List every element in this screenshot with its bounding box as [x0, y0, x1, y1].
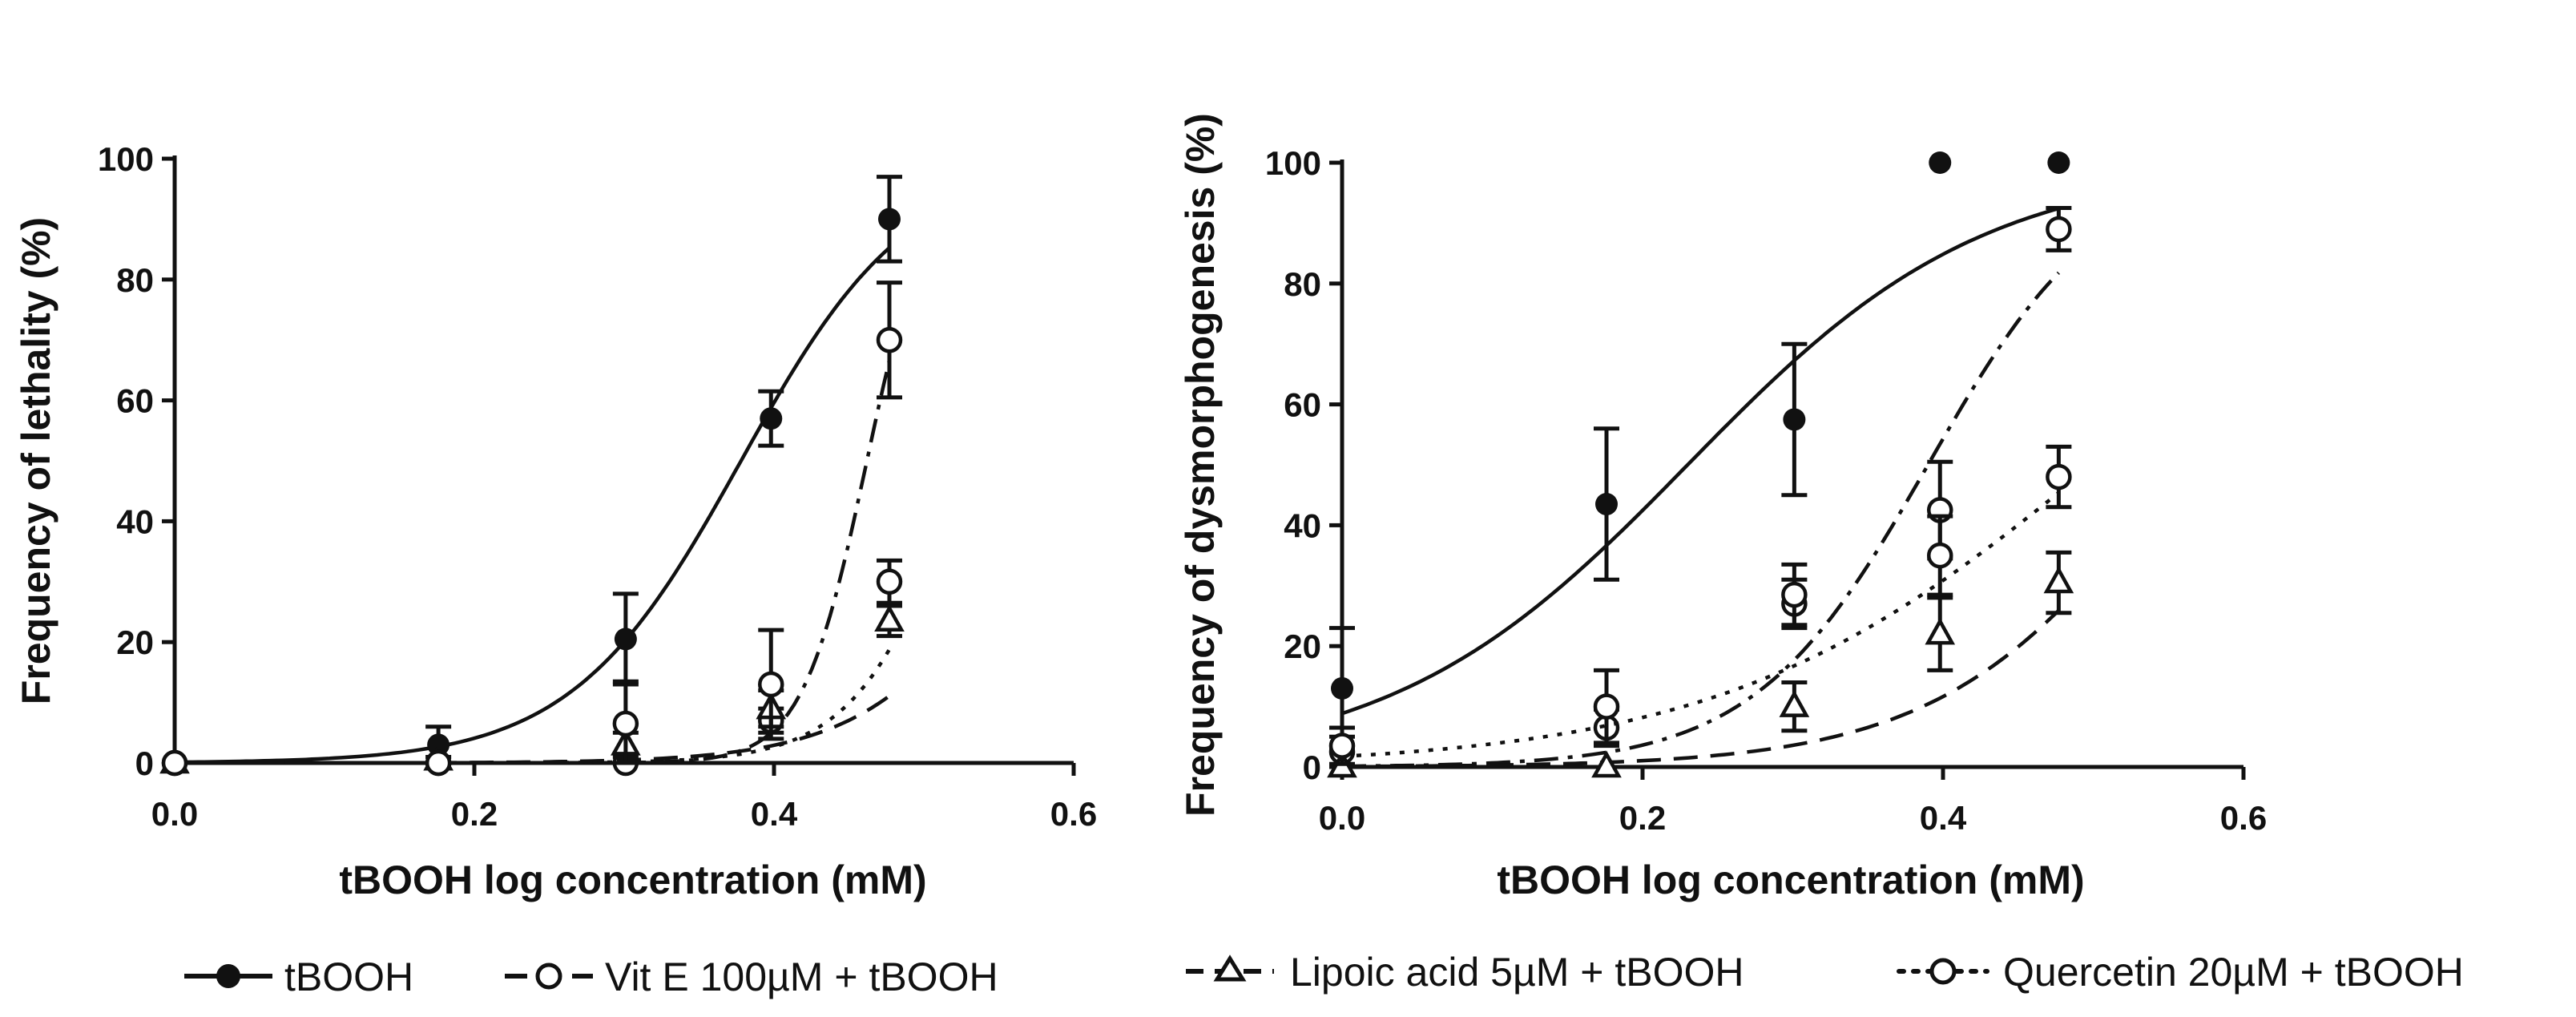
legend-item-quercetin: Quercetin 20µM + tBOOH — [1897, 950, 2464, 995]
chart2-y-tick-label: 20 — [1284, 628, 1321, 665]
legend-tbooh-label: tBOOH — [284, 954, 413, 999]
chart2-y-tick-label: 100 — [1265, 144, 1321, 182]
chart2-quercetin-20-m-tbooh-fit-curve — [1341, 491, 2060, 759]
chart1-tbooh-point — [877, 208, 901, 231]
chart1-y-tick-label: 0 — [135, 745, 154, 782]
chart2-y-tick-label: 0 — [1303, 749, 1321, 786]
chart1-vit-e-100-m-tbooh-point — [876, 326, 903, 353]
legend-vit-e-label: Vit E 100µM + tBOOH — [605, 954, 998, 999]
chart2-quercetin-20-m-tbooh-point — [1328, 732, 1356, 759]
dysmorphogenesis-chart: 0 20 40 60 80 100 0.0 0.2 0.4 0.6 — [1265, 144, 2267, 837]
chart1-quercetin-20-m-tbooh-point — [161, 749, 188, 777]
chart2-x-axis-label: tBOOH log concentration (mM) — [1497, 858, 2084, 902]
chart2-quercetin-20-m-tbooh-series — [1328, 444, 2072, 766]
legend-item-lipoic-acid: Lipoic acid 5µM + tBOOH — [1186, 950, 1744, 995]
chart2-tbooh-point — [1331, 676, 1353, 700]
chart1-quercetin-20-m-tbooh-point — [876, 568, 903, 595]
chart2-lipoic-acid-5-m-tbooh-point — [2043, 566, 2074, 594]
chart1-y-tick-label: 60 — [116, 382, 154, 420]
legend-lipoic-label: Lipoic acid 5µM + tBOOH — [1290, 950, 1744, 995]
chart1-x-tick-label: 0.0 — [151, 795, 198, 833]
chart1-x-axis-label: tBOOH log concentration (mM) — [339, 858, 926, 902]
chart1-lipoic-acid-5-m-tbooh-fit-curve — [175, 694, 891, 765]
chart2-y-tick-label: 40 — [1284, 506, 1321, 544]
chart1-x-tick-label: 0.6 — [1050, 795, 1097, 833]
chart1-tbooh-point — [760, 407, 783, 430]
chart1-y-tick-label: 20 — [116, 624, 154, 661]
chart1-y-tick-label: 80 — [116, 261, 154, 299]
chart2-vit-e-100-m-tbooh-series — [1328, 206, 2072, 769]
chart2-tbooh-point — [1595, 493, 1618, 516]
chart2-y-tick-label: 80 — [1284, 265, 1321, 303]
chart1-y-tick-label: 100 — [98, 140, 154, 178]
chart2-tbooh-point — [2047, 151, 2070, 174]
chart1-lipoic-acid-5-m-tbooh-point — [874, 604, 905, 632]
legend-tbooh-marker — [216, 964, 240, 988]
legend-quercetin-marker — [1929, 958, 1957, 985]
chart2-lipoic-acid-5-m-tbooh-fit-curve — [1341, 609, 2060, 769]
legend-lipoic-marker — [1213, 954, 1247, 982]
chart1-quercetin-20-m-tbooh-series — [161, 558, 903, 777]
chart2-y-axis-label: Frequency of dysmorphogenesis (%) — [1178, 113, 1223, 817]
legend: tBOOH Vit E 100µM + tBOOH Lipoic acid 5µ… — [184, 950, 2464, 999]
chart1-y-axis-label: Frequency of lethality (%) — [14, 217, 58, 704]
chart1-lipoic-acid-5-m-tbooh-series — [159, 603, 905, 774]
chart2-tbooh-series — [1329, 151, 2070, 751]
chart2-x-tick-label: 0.2 — [1619, 799, 1666, 837]
chart2-y-tick-label: 60 — [1284, 386, 1321, 424]
chart2-quercetin-20-m-tbooh-point — [1781, 581, 1808, 608]
lethality-chart: 0 20 40 60 80 100 0.0 0.2 0.4 0.6 — [98, 140, 1097, 833]
chart2-quercetin-20-m-tbooh-point — [2046, 463, 2072, 490]
chart2-lipoic-acid-5-m-tbooh-point — [1779, 689, 1810, 717]
chart2-vit-e-100-m-tbooh-fit-curve — [1341, 271, 2061, 769]
chart2-tbooh-fit-curve — [1341, 206, 2060, 716]
chart2-tbooh-point — [1783, 408, 1806, 431]
chart2-x-tick-label: 0.0 — [1319, 799, 1365, 837]
chart1-y-tick-label: 40 — [116, 502, 154, 540]
legend-vit-e-marker — [535, 963, 562, 990]
chart1-x-tick-label: 0.4 — [751, 795, 798, 833]
chart1-quercetin-20-m-tbooh-fit-curve — [175, 648, 891, 765]
chart1-vit-e-100-m-tbooh-series — [161, 280, 903, 777]
chart2-quercetin-20-m-tbooh-point — [1927, 542, 1953, 569]
chart1-tbooh-point — [614, 628, 637, 651]
chart1-vit-e-100-m-tbooh-fit-curve — [175, 360, 892, 765]
chart2-vit-e-100-m-tbooh-point — [2046, 216, 2072, 243]
chart2-lipoic-acid-5-m-tbooh-point — [1591, 750, 1622, 778]
chart1-quercetin-20-m-tbooh-point — [758, 671, 784, 698]
chart2-quercetin-20-m-tbooh-point — [1593, 693, 1620, 720]
chart2-x-tick-label: 0.4 — [1920, 799, 1967, 837]
chart2-x-tick-label: 0.6 — [2220, 799, 2267, 837]
legend-item-vit-e: Vit E 100µM + tBOOH — [505, 954, 998, 999]
chart1-x-tick-label: 0.2 — [451, 795, 498, 833]
chart2-tbooh-point — [1929, 151, 1952, 174]
chart2-lipoic-acid-5-m-tbooh-point — [1925, 617, 1956, 645]
chart1-quercetin-20-m-tbooh-point — [612, 710, 639, 737]
chart1-quercetin-20-m-tbooh-point — [425, 749, 452, 777]
chart1-tbooh-series — [163, 175, 902, 774]
legend-item-tbooh: tBOOH — [184, 954, 413, 999]
chart2-lipoic-acid-5-m-tbooh-series — [1327, 550, 2074, 778]
legend-quercetin-label: Quercetin 20µM + tBOOH — [2003, 950, 2464, 995]
